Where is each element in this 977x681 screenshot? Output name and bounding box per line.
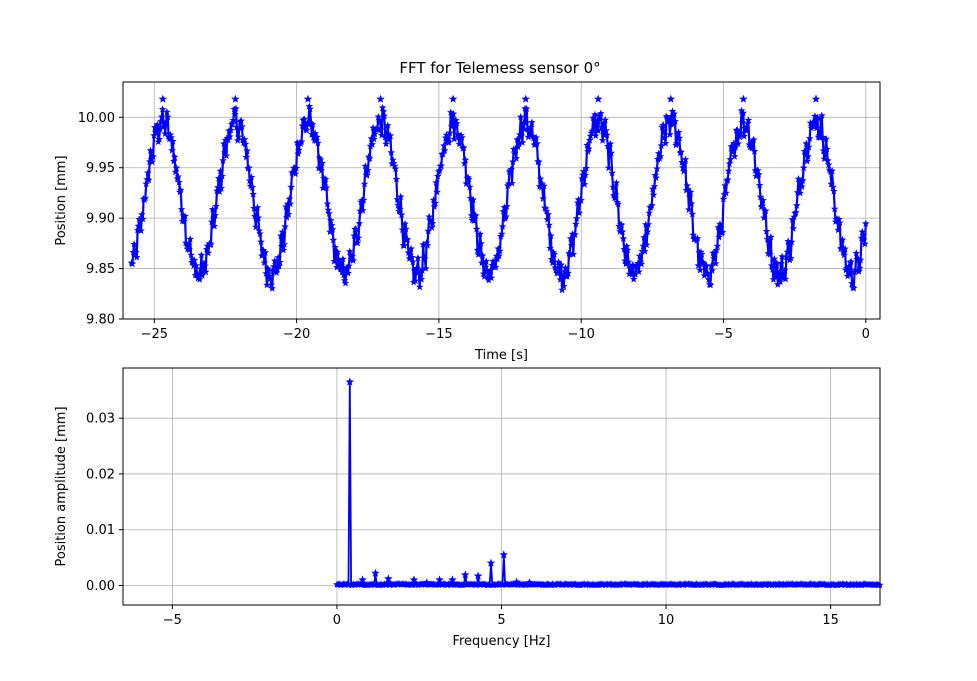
time-domain-axes: −25 −20 −15 −10 −5 0 9.80 9.85 9.90 9.95 10.00 Ti… bbox=[54, 81, 881, 363]
x-tick-label: −5 bbox=[714, 327, 733, 342]
frequency-peak-point bbox=[409, 575, 419, 584]
x-tick-label: −15 bbox=[425, 327, 452, 342]
frequency-peak-point bbox=[525, 578, 534, 587]
x-tick-label: 10 bbox=[658, 613, 675, 628]
y-tick-label: 9.85 bbox=[86, 262, 115, 277]
frequency-peak-point bbox=[448, 575, 457, 584]
x-tick-label: 5 bbox=[497, 613, 505, 628]
x-tick-label: −5 bbox=[163, 613, 182, 628]
frequency-peak-point bbox=[371, 568, 380, 577]
frequency-peak-point bbox=[461, 570, 470, 579]
time-domain-peak-point bbox=[666, 94, 676, 103]
frequency-peak-point bbox=[473, 571, 483, 580]
time-domain-x-ticks: −25 −20 −15 −10 −5 0 bbox=[141, 319, 870, 342]
time-domain-peak-point bbox=[376, 94, 385, 103]
time-domain-peak-point bbox=[303, 94, 313, 103]
x-tick-label: −10 bbox=[567, 327, 594, 342]
frequency-domain-series bbox=[333, 377, 884, 589]
frequency-domain-axes: −5 0 5 10 15 0.00 0.01 0.02 0.03 Frequency [Hz]… bbox=[54, 367, 884, 649]
x-tick-label: 0 bbox=[862, 327, 870, 342]
frequency-domain-plot-frame bbox=[122, 367, 881, 606]
time-domain-plot-frame bbox=[122, 81, 881, 320]
y-tick-label: 10.00 bbox=[78, 111, 115, 126]
time-domain-peak-point bbox=[448, 94, 458, 103]
frequency-peak-point bbox=[499, 550, 509, 559]
frequency-domain-y-axis-label: Position amplitude [mm] bbox=[54, 406, 69, 566]
time-domain-peak-point bbox=[811, 94, 821, 103]
y-tick-label: 0.02 bbox=[86, 467, 115, 482]
frequency-peak-point bbox=[422, 578, 432, 587]
frequency-domain-y-ticks: 0.00 0.01 0.02 0.03 bbox=[86, 412, 123, 594]
chart-title: FFT for Telemess sensor 0° bbox=[399, 59, 600, 77]
frequency-peak-point bbox=[435, 575, 444, 584]
frequency-peak-point bbox=[512, 577, 521, 586]
y-tick-label: 9.80 bbox=[86, 313, 115, 328]
frequency-peak-point bbox=[486, 558, 496, 567]
frequency-domain-x-ticks: −5 0 5 10 15 bbox=[163, 605, 839, 628]
x-tick-label: −20 bbox=[283, 327, 310, 342]
time-domain-peak-point bbox=[158, 94, 168, 103]
x-tick-label: 15 bbox=[822, 613, 839, 628]
time-domain-y-axis-label: Position [mm] bbox=[54, 155, 69, 245]
y-tick-label: 0.00 bbox=[86, 579, 115, 594]
time-domain-peak-point bbox=[231, 94, 240, 103]
frequency-peak-point bbox=[345, 377, 355, 386]
time-domain-star-markers bbox=[127, 102, 870, 294]
time-domain-peak-point bbox=[594, 94, 603, 103]
time-domain-x-axis-label: Time [s] bbox=[474, 348, 528, 363]
time-domain-peak-point bbox=[739, 94, 748, 103]
y-tick-label: 9.95 bbox=[86, 161, 115, 176]
x-tick-label: 0 bbox=[333, 613, 341, 628]
time-domain-y-ticks: 9.80 9.85 9.90 9.95 10.00 bbox=[78, 111, 123, 328]
frequency-peak-point bbox=[358, 575, 367, 584]
frequency-peak-point bbox=[384, 574, 393, 583]
y-tick-label: 9.90 bbox=[86, 212, 115, 227]
y-tick-label: 0.03 bbox=[86, 412, 115, 427]
y-tick-label: 0.01 bbox=[86, 523, 115, 538]
time-domain-series bbox=[127, 94, 870, 294]
time-domain-peak-point bbox=[521, 94, 530, 103]
x-tick-label: −25 bbox=[141, 327, 168, 342]
frequency-domain-x-axis-label: Frequency [Hz] bbox=[452, 634, 550, 649]
